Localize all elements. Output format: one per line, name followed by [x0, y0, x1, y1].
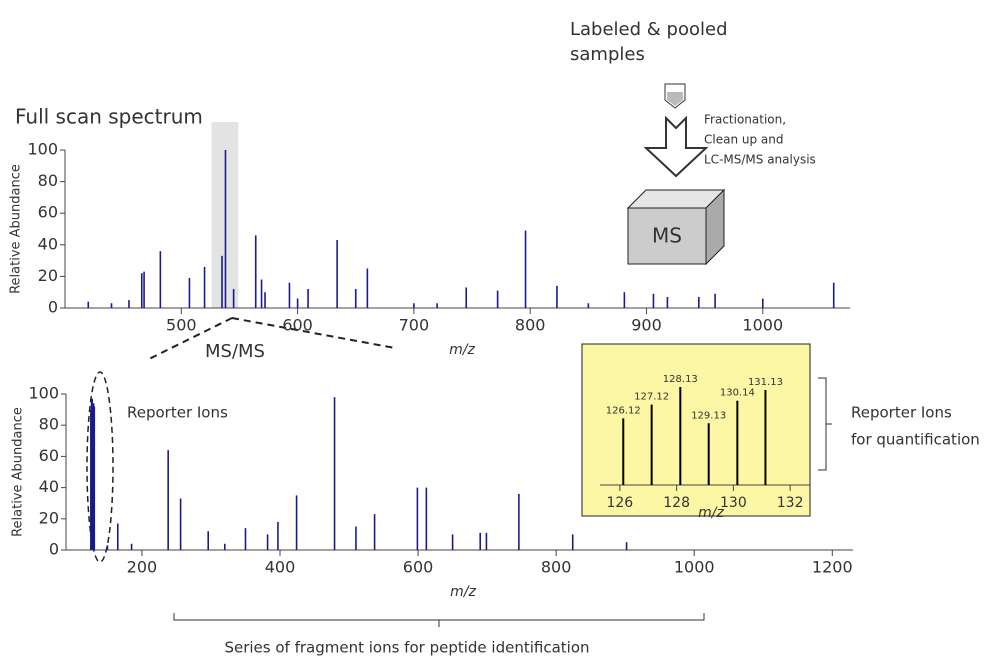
y-tick-label: 80 [38, 171, 58, 190]
x-tick-label: 132 [777, 495, 804, 511]
peak-label: 128.13 [663, 374, 698, 385]
instrument-label: MS [652, 224, 682, 248]
x-tick-label: 128 [663, 495, 690, 511]
y-tick-label: 40 [39, 477, 59, 496]
reporter-ions-label: Reporter Ions [127, 404, 228, 422]
sample-label: samples [570, 44, 645, 65]
x-tick-label: 800 [541, 558, 572, 577]
process-arrow [643, 115, 709, 178]
process-label: Fractionation, [704, 113, 786, 127]
peak-label: 127.12 [634, 392, 669, 403]
x-tick-label: 600 [282, 316, 313, 335]
reporter-ellipse [86, 371, 114, 563]
x-tick-label: 400 [265, 558, 296, 577]
x-tick-label: 700 [399, 316, 430, 335]
x-tick-label: 800 [515, 316, 546, 335]
y-axis-label: Relative Abundance [11, 407, 26, 537]
y-tick-label: 60 [38, 203, 58, 222]
peak-label: 130.14 [720, 388, 755, 399]
y-tick-label: 60 [39, 446, 59, 465]
x-tick-label: 900 [631, 316, 662, 335]
y-tick-label: 0 [49, 540, 59, 559]
instrument-box [627, 207, 707, 265]
y-tick-label: 80 [39, 415, 59, 434]
y-tick-label: 100 [27, 140, 58, 159]
x-axis-label: m/z [698, 505, 724, 521]
zoom-line [231, 317, 396, 349]
x-tick-label: 500 [166, 316, 197, 335]
x-axis-label: m/z [450, 584, 476, 600]
fragment-label: Series of fragment ions for peptide iden… [224, 639, 589, 657]
inset-box [581, 343, 811, 517]
x-tick-label: 600 [403, 558, 434, 577]
peak-label: 126.12 [606, 405, 641, 416]
y-tick-label: 0 [48, 298, 58, 317]
x-axis-label: m/z [449, 342, 475, 358]
quantification-label: for quantification [851, 431, 980, 449]
quantification-label: Reporter Ions [851, 404, 952, 422]
tube-sample [667, 92, 683, 106]
sample-label: Labeled & pooled [570, 19, 728, 40]
process-label: Clean up and [704, 133, 783, 147]
y-axis-label: Relative Abundance [9, 164, 24, 294]
y-tick-label: 40 [38, 234, 58, 253]
x-tick-label: 1000 [742, 316, 783, 335]
zoom-line [146, 317, 233, 361]
y-tick-label: 20 [39, 508, 59, 527]
x-tick-label: 130 [720, 495, 747, 511]
x-tick-label: 200 [127, 558, 158, 577]
y-tick-label: 20 [38, 266, 58, 285]
y-tick-label: 100 [28, 384, 59, 403]
peak-label: 129.13 [691, 410, 726, 421]
fragment-bracket [173, 613, 705, 627]
msms-label: MS/MS [205, 341, 265, 362]
x-tick-label: 1200 [812, 558, 853, 577]
chart-title: Full scan spectrum [15, 105, 203, 129]
x-tick-label: 126 [606, 495, 633, 511]
x-tick-label: 1000 [674, 558, 715, 577]
process-label: LC-MS/MS analysis [704, 153, 816, 167]
quantification-bracket [818, 377, 832, 471]
peak-label: 131.13 [748, 377, 783, 388]
